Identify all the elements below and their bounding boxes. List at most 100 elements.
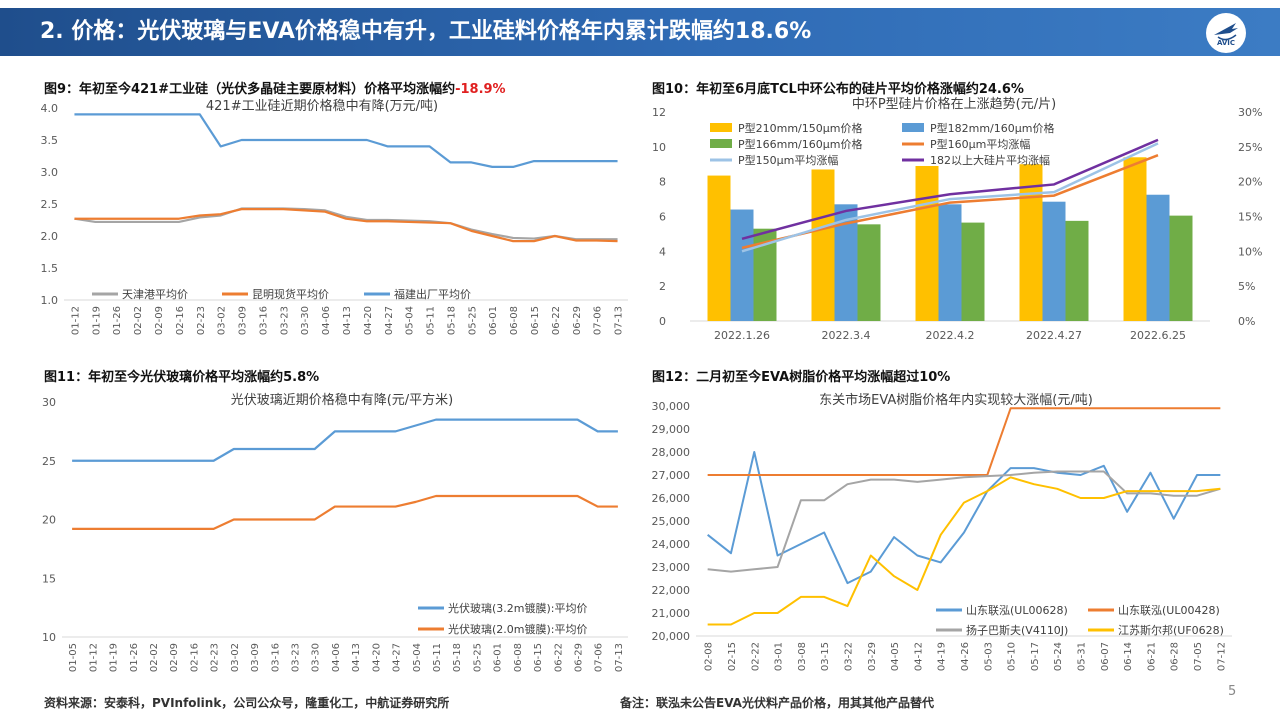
x-tick-label: 05-24	[1053, 642, 1064, 671]
x-tick-label: 01-12	[70, 306, 81, 335]
x-tick-label: 02-09	[169, 643, 180, 672]
y-tick-label: 8	[659, 176, 666, 189]
x-tick-label: 03-01	[774, 642, 785, 671]
legend-label: 昆明现货平均价	[252, 287, 329, 301]
y-tick-label: 15	[42, 572, 56, 585]
legend-label: P型166mm/160μm价格	[738, 137, 862, 151]
x-tick-label: 02-22	[750, 642, 761, 671]
y-tick-label: 10	[42, 631, 56, 644]
legend-label: 福建出厂平均价	[394, 287, 471, 301]
header-bar: 2. 价格：光伏玻璃与EVA价格稳中有升，工业硅料价格年内累计跌幅约18.6% …	[0, 8, 1280, 56]
x-tick-label: 02-08	[704, 642, 715, 671]
x-tick-label: 06-21	[1146, 642, 1157, 671]
y-tick-label: 2.0	[41, 230, 59, 243]
x-tick-label: 03-02	[217, 306, 228, 335]
legend-swatch	[710, 123, 732, 132]
bar	[811, 169, 835, 321]
fig10-chart: 0 2 4 6 8 10 12 0% 5% 10% 15% 20% 25% 30% 2022.1.26 202…	[652, 96, 1262, 342]
x-tick-label: 05-03	[983, 642, 994, 671]
legend-label: P型150μm平均涨幅	[738, 153, 838, 167]
x-tick-label: 07-06	[594, 643, 605, 672]
bar	[1146, 194, 1170, 321]
y2-tick-label: 5%	[1238, 280, 1255, 293]
x-tick-label: 04-27	[392, 643, 403, 672]
x-tick-label: 05-18	[452, 643, 463, 672]
logo-text: AVIC	[1216, 39, 1236, 47]
x-tick-label: 01-05	[68, 643, 79, 672]
x-tick-label: 04-12	[913, 642, 924, 671]
x-tick-label: 02-23	[196, 306, 207, 335]
x-tick-label: 05-31	[1077, 642, 1088, 671]
legend-label: P型182mm/160μm价格	[930, 121, 1054, 135]
x-tick-label: 05-11	[426, 306, 437, 335]
avic-logo: AVIC	[1206, 13, 1246, 53]
y-tick-label: 29,000	[652, 423, 691, 436]
x-tick-label: 02-16	[189, 643, 200, 672]
x-tick-label: 03-23	[279, 306, 290, 335]
x-tick-label: 03-09	[238, 306, 249, 335]
y-tick-label: 30,000	[652, 400, 691, 413]
y-tick-label: 6	[659, 211, 666, 224]
bar	[961, 222, 985, 321]
y-tick-label: 28,000	[652, 446, 691, 459]
x-tick-label: 04-13	[351, 643, 362, 672]
x-tick-label: 2022.1.26	[714, 329, 770, 342]
y-tick-label: 4.0	[41, 102, 59, 115]
y-tick-label: 4	[659, 245, 666, 258]
x-tick-label: 04-19	[937, 642, 948, 671]
x-tick-label: 06-08	[513, 643, 524, 672]
x-tick-label: 07-05	[1193, 642, 1204, 671]
series-line	[72, 494, 618, 530]
x-tick-label: 01-26	[112, 306, 123, 335]
chart-title: 东关市场EVA树脂价格年内实现较大涨幅(元/吨)	[819, 392, 1093, 408]
x-tick-label: 04-26	[960, 642, 971, 671]
fig11-title: 图11：年初至今光伏玻璃价格平均涨幅约5.8%	[44, 370, 320, 385]
x-tick-label: 06-14	[1123, 642, 1134, 671]
series-line	[74, 113, 618, 168]
y-tick-label: 2.5	[41, 198, 59, 211]
series-line	[74, 208, 618, 243]
y2-tick-label: 20%	[1238, 176, 1262, 189]
x-tick-label: 01-19	[91, 306, 102, 335]
x-tick-label: 04-20	[363, 306, 374, 335]
fig9-title-highlight: -18.9%	[455, 82, 506, 97]
x-tick-label: 01-26	[129, 643, 140, 672]
y-tick-label: 3.0	[41, 166, 59, 179]
bar	[938, 204, 962, 321]
x-tick-label: 01-19	[109, 643, 120, 672]
legend-label: 扬子巴斯夫(V4110J)	[966, 623, 1068, 637]
series-line	[707, 451, 1221, 585]
fig9-title-main: 图9：年初至今421#工业硅（光伏多晶硅主要原材料）价格平均涨幅约	[44, 82, 456, 97]
x-tick-label: 06-28	[1170, 642, 1181, 671]
x-tick-label: 04-20	[371, 643, 382, 672]
y-tick-label: 12	[652, 106, 666, 119]
x-tick-label: 03-30	[300, 306, 311, 335]
x-tick-label: 07-13	[614, 643, 625, 672]
x-tick-label: 05-17	[1030, 642, 1041, 671]
x-tick-label: 2022.3.4	[822, 329, 871, 342]
x-tick-label: 07-06	[593, 306, 604, 335]
y2-tick-label: 0%	[1238, 315, 1255, 328]
x-tick-label: 03-23	[290, 643, 301, 672]
y2-tick-label: 30%	[1238, 106, 1262, 119]
bar	[915, 165, 939, 321]
x-tick-label: 04-06	[321, 306, 332, 335]
y-tick-label: 20,000	[652, 630, 691, 643]
x-tick-label: 05-11	[432, 643, 443, 672]
series-line	[707, 476, 1221, 626]
series-line	[74, 207, 618, 241]
series-line	[741, 138, 1159, 241]
fig9-chart: 1.0 1.5 2.0 2.5 3.0 3.5 4.0 01-12 01-19 01-26 02-0…	[41, 98, 628, 335]
legend-label: P型160μm平均涨幅	[930, 137, 1030, 151]
x-tick-label: 03-29	[867, 642, 878, 671]
x-tick-label: 06-08	[509, 306, 520, 335]
series-line	[707, 470, 1221, 573]
x-tick-label: 04-27	[384, 306, 395, 335]
bar	[1123, 157, 1147, 321]
legend-label: 光伏玻璃(2.0m镀膜):平均价	[448, 622, 588, 636]
x-tick-label: 2022.4.27	[1026, 329, 1082, 342]
legend-label: P型210mm/150μm价格	[738, 121, 862, 135]
x-tick-label: 02-02	[149, 643, 160, 672]
x-tick-label: 2022.4.2	[926, 329, 975, 342]
x-tick-label: 04-05	[890, 642, 901, 671]
